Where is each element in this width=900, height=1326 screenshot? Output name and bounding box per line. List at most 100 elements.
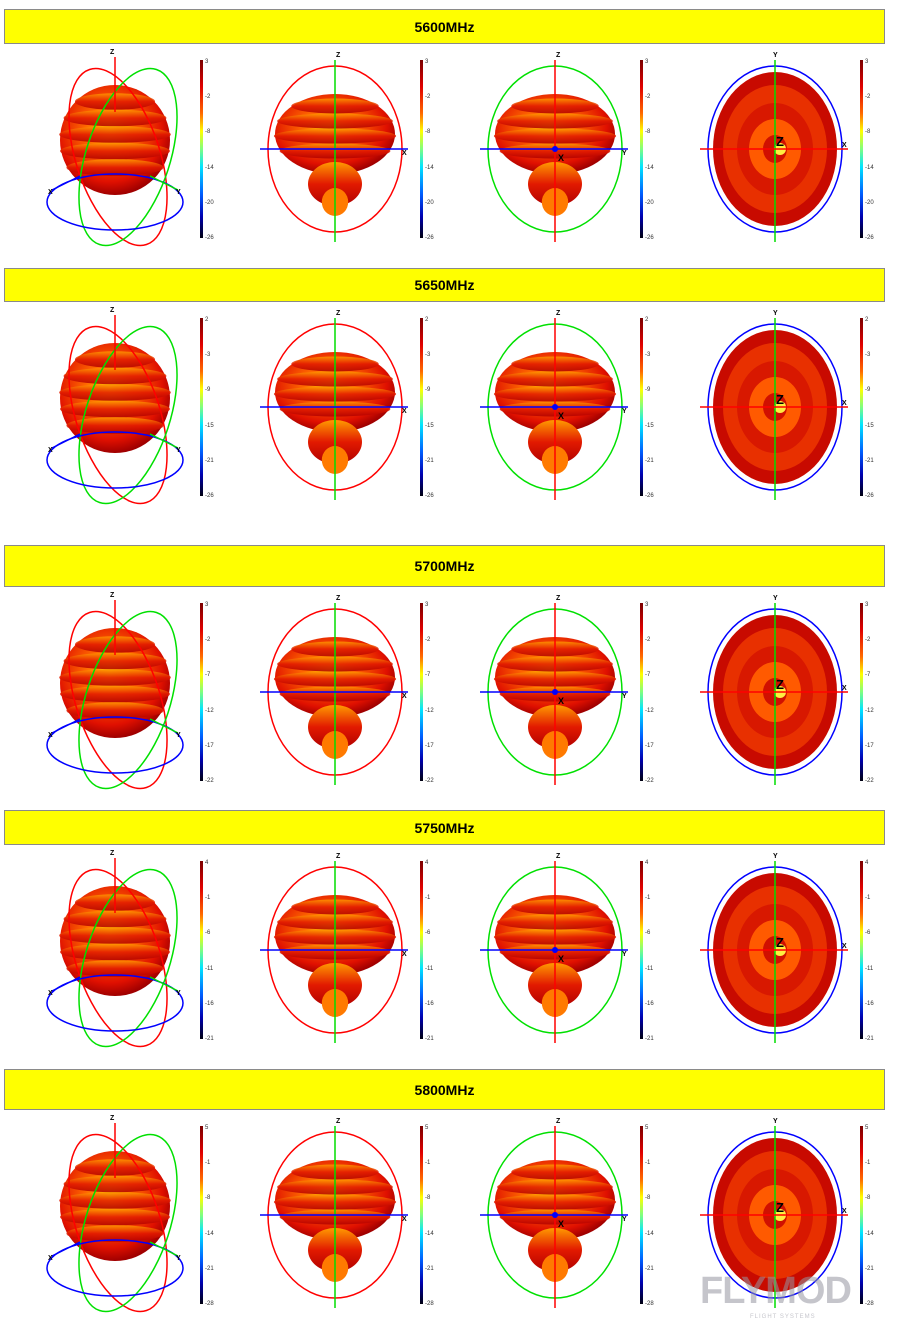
z-axis-label: Z — [110, 850, 115, 857]
colorbar-tick-label: -14 — [645, 164, 654, 171]
x-axis-label: X — [558, 411, 565, 421]
colorbar-tick-label: -14 — [865, 164, 874, 171]
colorbar-tick-label: 3 — [205, 59, 209, 65]
colorbar-tick-label: -6 — [205, 930, 211, 937]
x-axis-label: X — [842, 1208, 847, 1215]
y-axis-label: Y — [773, 595, 778, 602]
colorbar-tick-label: -14 — [205, 1230, 214, 1237]
x-axis-label: X — [48, 447, 53, 454]
y-axis-label: Y — [622, 408, 627, 415]
pattern-xz-view: Z X 4 -1 -6 -11 -16 -21 — [220, 853, 440, 1053]
pattern-xz-view: Z X 3 -2 -8 -14 -20 -26 — [220, 52, 440, 252]
colorbar-tick-label: -12 — [425, 707, 434, 714]
colorbar-tick-label: -3 — [865, 352, 871, 359]
colorbar-tick-label: -6 — [865, 930, 871, 937]
radiation-pattern-xy-view — [700, 60, 848, 242]
colorbar-tick-label: -2 — [425, 94, 431, 101]
colorbar-tick-label: -28 — [205, 1301, 214, 1307]
pattern-xy-view: Y X Z 5 -1 -8 -14 -21 -28 — [660, 1118, 880, 1318]
radiation-pattern-yz-view — [480, 318, 628, 500]
colorbar-tick-label: -17 — [865, 742, 874, 749]
y-axis-label: Y — [773, 853, 778, 860]
colorbar-tick-label: -1 — [205, 895, 211, 902]
y-axis-label: Y — [176, 990, 181, 997]
colorbar-tick-label: 3 — [425, 59, 429, 65]
frequency-header: 5600MHz — [4, 9, 885, 44]
frequency-title: 5650MHz — [414, 277, 475, 293]
colorbar-tick-label: -14 — [645, 1230, 654, 1237]
colorbar-tick-label: -1 — [425, 1160, 431, 1167]
colorbar-tick-label: -22 — [645, 778, 654, 784]
colorbar-tick-label: -1 — [645, 1160, 651, 1167]
colorbar-tick-label: 3 — [645, 59, 649, 65]
pattern-xy-view: Y X Z 2 -3 -9 -15 -21 -26 — [660, 310, 880, 510]
colorbar-tick-label: -20 — [205, 199, 214, 206]
watermark-tagline: FLIGHT SYSTEMS — [750, 1314, 816, 1320]
pattern-3d-view: Z X Y 4 -1 -6 -11 -16 -21 — [0, 850, 220, 1053]
colorbar-tick-label: -2 — [205, 637, 211, 644]
x-axis-label: X — [48, 1255, 53, 1262]
y-axis-label: Y — [622, 1216, 627, 1223]
colorbar-tick-label: 3 — [425, 602, 429, 608]
colorbar-tick-label: -21 — [205, 1036, 214, 1042]
colorbar — [860, 60, 863, 238]
colorbar-tick-label: 5 — [205, 1125, 209, 1131]
colorbar-tick-label: -8 — [645, 1195, 651, 1202]
colorbar — [420, 861, 423, 1039]
z-axis-label: Z — [336, 853, 341, 860]
y-axis-label: Y — [176, 447, 181, 454]
y-axis-label: Y — [176, 189, 181, 196]
colorbar — [860, 318, 863, 496]
colorbar-tick-label: -21 — [425, 1036, 434, 1042]
colorbar-tick-label: -26 — [645, 493, 654, 499]
z-axis-label: Z — [776, 134, 784, 149]
colorbar-tick-label: -11 — [205, 965, 214, 972]
y-axis-label: Y — [622, 693, 627, 700]
pattern-xz-view: Z X 3 -2 -7 -12 -17 -22 — [220, 595, 440, 795]
radiation-pattern-yz-view — [480, 60, 628, 242]
colorbar — [860, 603, 863, 781]
radiation-pattern-3d-view — [46, 315, 184, 505]
z-axis-label: Z — [556, 853, 561, 860]
colorbar-tick-label: -2 — [865, 94, 871, 101]
x-axis-label: X — [402, 693, 407, 700]
x-axis-label: X — [48, 990, 53, 997]
colorbar — [640, 1126, 643, 1304]
colorbar-tick-label: -21 — [645, 1036, 654, 1042]
colorbar-tick-label: -15 — [205, 422, 214, 429]
colorbar-tick-label: -21 — [425, 457, 434, 464]
z-axis-label: Z — [556, 310, 561, 317]
colorbar-tick-label: -2 — [645, 94, 651, 101]
x-axis-label: X — [842, 943, 847, 950]
colorbar-tick-label: 2 — [645, 317, 649, 323]
frequency-title: 5600MHz — [414, 18, 475, 35]
y-axis-label: Y — [622, 150, 627, 157]
colorbar-tick-label: -12 — [865, 707, 874, 714]
colorbar-tick-label: -6 — [425, 930, 431, 937]
radiation-pattern-xy-view — [700, 318, 848, 500]
x-axis-label: X — [842, 142, 847, 149]
y-axis-label: Y — [176, 1255, 181, 1262]
colorbar-tick-label: 3 — [865, 602, 869, 608]
radiation-pattern-xz-view — [260, 318, 408, 500]
radiation-pattern-3d-view — [46, 1123, 184, 1313]
colorbar-tick-label: -8 — [205, 1195, 211, 1202]
x-axis-label: X — [402, 951, 407, 958]
pattern-xy-view: Y X Z 4 -1 -6 -11 -16 -21 — [660, 853, 880, 1053]
colorbar-tick-label: -7 — [205, 672, 211, 679]
x-axis-label: X — [842, 400, 847, 407]
watermark-brand: FLYMOD — [700, 1270, 852, 1312]
colorbar — [860, 861, 863, 1039]
radiation-pattern-xz-view — [260, 861, 408, 1043]
x-axis-label: X — [842, 685, 847, 692]
radiation-pattern-xz-view — [260, 603, 408, 785]
z-axis-label: Z — [776, 935, 784, 950]
colorbar-tick-label: -7 — [425, 672, 431, 679]
pattern-yz-view: Z Y X 2 -3 -9 -15 -21 -26 — [440, 310, 660, 510]
colorbar-tick-label: -2 — [865, 637, 871, 644]
pattern-xy-view: Y X Z 3 -2 -8 -14 -20 -26 — [660, 52, 880, 252]
colorbar-tick-label: -14 — [205, 164, 214, 171]
colorbar-tick-label: -21 — [865, 1265, 874, 1272]
colorbar-tick-label: -16 — [205, 1000, 214, 1007]
colorbar — [420, 60, 423, 238]
